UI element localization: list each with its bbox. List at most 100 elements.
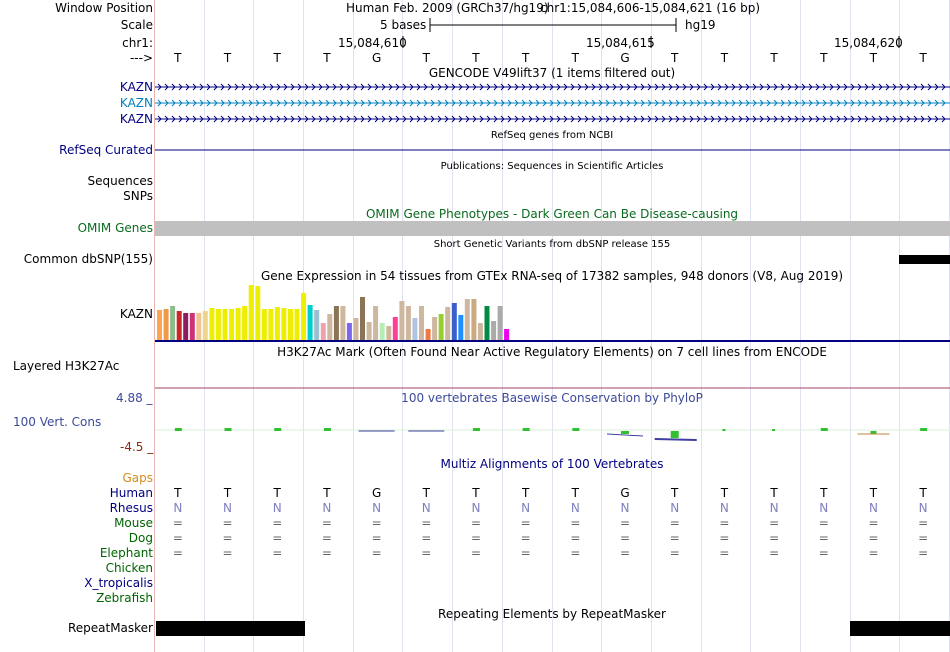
- gencode-gene-label[interactable]: KAZN: [119, 96, 153, 110]
- gtex-tissue-bar[interactable]: [471, 299, 477, 340]
- phylop-score-bar[interactable]: [772, 429, 776, 431]
- dbsnp-variant[interactable]: [899, 255, 950, 264]
- gtex-gene-label[interactable]: KAZN: [119, 307, 153, 321]
- phylop-negative-score[interactable]: [607, 433, 644, 437]
- gtex-tissue-bar[interactable]: [248, 285, 254, 340]
- gtex-tissue-bar[interactable]: [242, 306, 248, 340]
- species-label[interactable]: Rhesus: [109, 501, 153, 515]
- phylop-negative-score[interactable]: [654, 438, 697, 441]
- gtex-tissue-bar[interactable]: [445, 307, 451, 340]
- gaps-label[interactable]: Gaps: [122, 471, 153, 485]
- gtex-tissue-bar[interactable]: [458, 315, 464, 340]
- gtex-tissue-bar[interactable]: [229, 309, 235, 340]
- phylop-score-bar[interactable]: [522, 428, 530, 431]
- gtex-tissue-bar[interactable]: [451, 303, 457, 340]
- gtex-tissue-bar[interactable]: [215, 309, 221, 340]
- gtex-tissue-bar[interactable]: [340, 306, 346, 340]
- gtex-tissue-bar[interactable]: [314, 310, 320, 340]
- h3k27ac-label[interactable]: Layered H3K27Ac: [13, 359, 120, 373]
- phylop-score-bar[interactable]: [224, 428, 232, 431]
- species-label[interactable]: Mouse: [114, 516, 153, 530]
- species-label[interactable]: Elephant: [99, 546, 153, 560]
- gtex-tissue-bar[interactable]: [281, 308, 287, 340]
- gtex-tissue-bar[interactable]: [320, 323, 326, 340]
- gtex-tissue-bar[interactable]: [196, 313, 202, 340]
- gtex-tissue-bar[interactable]: [301, 293, 307, 340]
- gtex-tissue-bar[interactable]: [163, 309, 169, 340]
- phylop-score-bar[interactable]: [670, 431, 679, 438]
- alignment-base: =: [570, 546, 581, 560]
- omim-feature-bar[interactable]: [155, 221, 950, 236]
- gtex-tissue-bar[interactable]: [412, 318, 418, 340]
- gtex-tissue-bar[interactable]: [425, 329, 431, 340]
- phylop-score-bar[interactable]: [722, 429, 726, 431]
- gtex-tissue-bar[interactable]: [327, 314, 333, 340]
- gtex-tissue-bar[interactable]: [268, 309, 274, 340]
- phylop-score-bar[interactable]: [274, 428, 282, 431]
- gtex-tissue-bar[interactable]: [261, 309, 267, 340]
- species-label[interactable]: Chicken: [105, 561, 153, 575]
- gtex-tissue-bar[interactable]: [288, 309, 293, 340]
- dbsnp-label[interactable]: Common dbSNP(155): [23, 252, 153, 266]
- gtex-tissue-bar[interactable]: [392, 317, 398, 340]
- gtex-tissue-bar[interactable]: [294, 309, 300, 340]
- phylop-score-bar[interactable]: [572, 428, 580, 431]
- gtex-tissue-bar[interactable]: [366, 322, 372, 340]
- gtex-tissue-bar[interactable]: [307, 305, 313, 340]
- gtex-tissue-bar[interactable]: [497, 306, 503, 340]
- gtex-tissue-bar[interactable]: [419, 306, 424, 340]
- repeatmasker-label[interactable]: RepeatMasker: [67, 621, 153, 635]
- gtex-tissue-bar[interactable]: [274, 307, 280, 340]
- publications-label[interactable]: Sequences: [87, 174, 153, 188]
- gtex-tissue-bar[interactable]: [477, 323, 483, 340]
- gtex-tissue-bar[interactable]: [255, 286, 261, 340]
- gtex-tissue-bar[interactable]: [209, 308, 215, 340]
- omim-label[interactable]: OMIM Genes: [77, 221, 153, 235]
- gtex-tissue-bar[interactable]: [222, 309, 228, 340]
- species-label[interactable]: X_tropicalis: [84, 576, 153, 590]
- gtex-tissue-bar[interactable]: [379, 323, 385, 340]
- gtex-tissue-bar[interactable]: [504, 329, 510, 340]
- alignment-base: N: [868, 501, 878, 515]
- species-label[interactable]: Human: [109, 486, 153, 500]
- species-label[interactable]: Zebrafish: [96, 591, 153, 605]
- publications-label[interactable]: SNPs: [123, 189, 153, 203]
- gtex-tissue-bar[interactable]: [484, 306, 490, 340]
- gtex-tissue-bar[interactable]: [386, 326, 392, 340]
- gtex-tissue-bar[interactable]: [202, 311, 208, 340]
- refseq-label[interactable]: RefSeq Curated: [59, 143, 153, 157]
- species-label[interactable]: Dog: [128, 531, 153, 545]
- gtex-tissue-bar[interactable]: [432, 317, 438, 340]
- gtex-tissue-bar[interactable]: [405, 306, 411, 340]
- phylop-score-bar[interactable]: [920, 428, 928, 431]
- gtex-tissue-bar[interactable]: [464, 299, 470, 340]
- phylop-score-bar[interactable]: [820, 428, 828, 431]
- alignment-base: T: [770, 486, 778, 500]
- gtex-tissue-bar[interactable]: [235, 308, 241, 340]
- gtex-tissue-bar[interactable]: [183, 313, 189, 340]
- repeat-element[interactable]: [156, 621, 305, 636]
- phylop-score-bar[interactable]: [323, 428, 331, 431]
- phylop-label[interactable]: 100 Vert. Cons: [13, 415, 102, 429]
- phylop-score-bar[interactable]: [870, 431, 877, 434]
- gtex-tissue-bar[interactable]: [360, 297, 365, 340]
- gtex-tissue-bar[interactable]: [189, 313, 195, 340]
- gtex-tissue-bar[interactable]: [399, 301, 405, 340]
- gtex-tissue-bar[interactable]: [373, 306, 379, 340]
- phylop-score-bar[interactable]: [621, 431, 630, 434]
- gtex-tissue-bar[interactable]: [333, 306, 339, 340]
- gencode-gene-label[interactable]: KAZN: [119, 80, 153, 94]
- gtex-tissue-bar[interactable]: [157, 310, 162, 340]
- repeat-element[interactable]: [850, 621, 950, 636]
- phylop-score-bar[interactable]: [174, 428, 182, 431]
- gtex-tissue-bar[interactable]: [170, 306, 176, 340]
- gtex-tissue-bar[interactable]: [491, 321, 497, 340]
- gtex-tissue-bar[interactable]: [346, 323, 352, 340]
- gencode-gene-label[interactable]: KAZN: [119, 112, 153, 126]
- gtex-tissue-bar[interactable]: [353, 318, 359, 340]
- gtex-tissue-bar[interactable]: [438, 314, 444, 340]
- gtex-tissue-bar[interactable]: [176, 311, 182, 340]
- phylop-score-bar[interactable]: [472, 428, 480, 431]
